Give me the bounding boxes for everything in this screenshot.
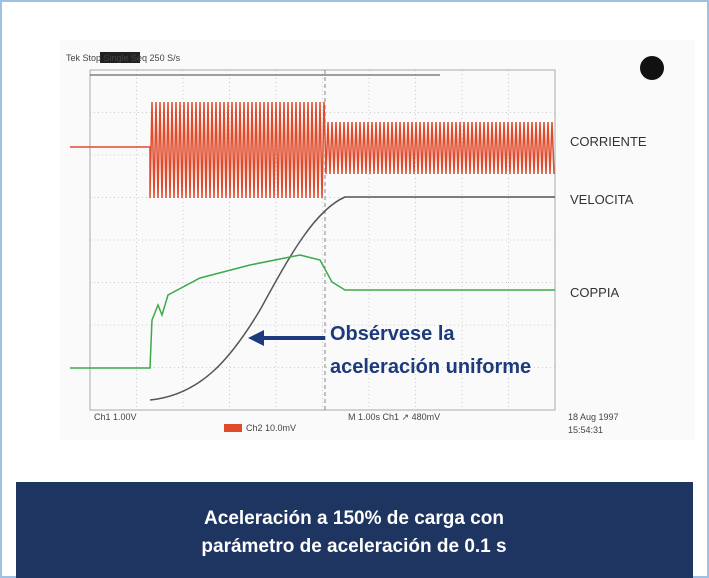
current-label: CORRIENTE (570, 134, 647, 149)
ch2-box (224, 424, 242, 432)
footer-ch2: Ch2 10.0mV (246, 423, 296, 433)
velocity-label: VELOCITA (570, 192, 634, 207)
footer-mid: M 1.00s Ch1 ↗ 480mV (348, 412, 440, 422)
page: Tek Stop Single Seq 250 S/s CORRIENTE VE… (0, 0, 709, 578)
date: 18 Aug 1997 (568, 412, 619, 422)
footer-left: Ch1 1.00V (94, 412, 137, 422)
time: 15:54:31 (568, 425, 603, 435)
torque-label: COPPIA (570, 285, 619, 300)
scope-screen (60, 40, 695, 440)
caption-line1: Aceleración a 150% de carga con (204, 508, 504, 529)
caption-line2: parámetro de aceleración de 0.1 s (201, 536, 506, 557)
scope-header: Tek Stop Single Seq 250 S/s (66, 53, 181, 63)
annotation-line2: aceleración uniforme (330, 356, 531, 378)
scope-logo (640, 56, 664, 80)
annotation-line1: Obsérvese la (330, 323, 455, 345)
caption-band (16, 482, 693, 578)
